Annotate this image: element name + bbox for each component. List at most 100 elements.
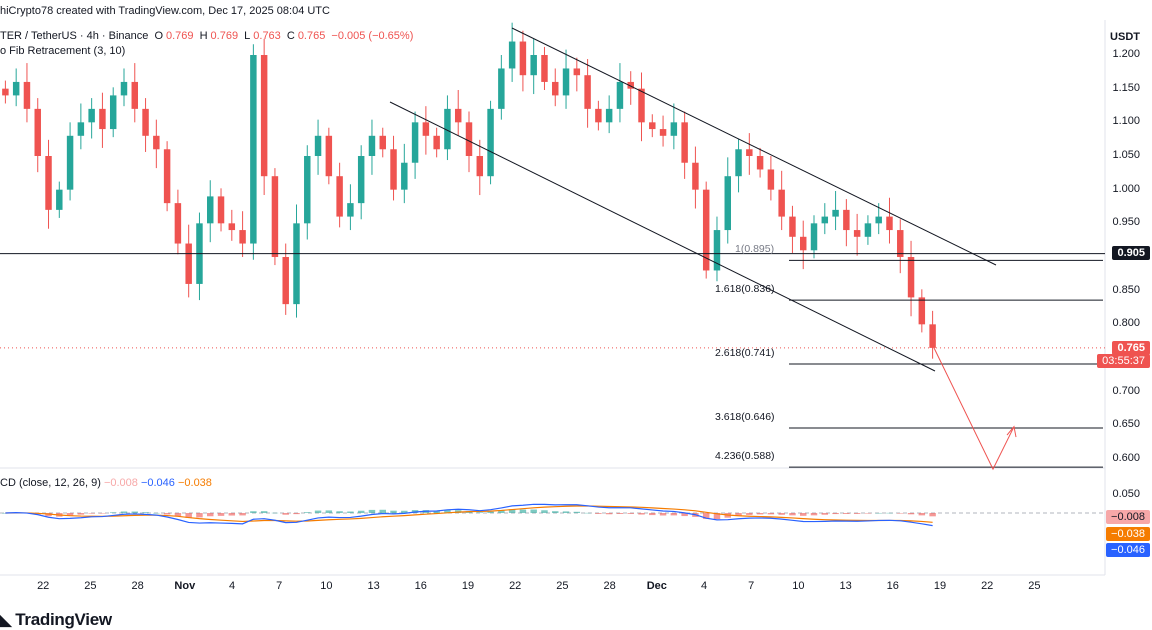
candle: [153, 135, 160, 150]
macd-hist-bar: [756, 513, 764, 515]
time-tick: 13: [839, 580, 852, 592]
macd-hist-bar: [357, 510, 365, 513]
macd-hist-bar: [778, 513, 785, 515]
macd-hist-bar: [735, 513, 742, 517]
macd-hist-bar: [573, 511, 581, 513]
indicator-label[interactable]: o Fib Retracement (3, 10): [0, 45, 126, 57]
macd-hist-bar: [875, 512, 882, 514]
candle: [228, 223, 236, 231]
time-tick: 4: [700, 580, 708, 592]
macd-hist-bar: [519, 509, 527, 513]
candle: [368, 135, 376, 156]
macd-hist-bar: [196, 513, 203, 518]
candle: [746, 149, 753, 156]
macd-hist-tag: −0.008: [1106, 510, 1150, 524]
close-value: 0.765: [297, 30, 326, 42]
time-tick: 25: [1028, 580, 1041, 592]
low-value: 0.763: [253, 30, 281, 42]
macd-hist-bar: [314, 510, 322, 513]
trend-lines: [0, 27, 1105, 471]
macd-hist-bar: [131, 511, 139, 513]
macd-hist-bar: [347, 511, 354, 513]
candle: [34, 108, 41, 156]
macd-hist-bar: [487, 511, 494, 513]
macd-hist-bar: [702, 513, 710, 519]
time-tick: 28: [131, 580, 144, 592]
candle: [185, 243, 192, 284]
macd-line-tag: −0.046: [1106, 543, 1150, 557]
time-tick: 13: [367, 580, 380, 592]
time-tick: 7: [748, 580, 755, 592]
macd-hist-bar: [897, 513, 904, 514]
macd-hist-bar: [907, 513, 915, 515]
projection-arrowhead: [1006, 425, 1017, 438]
candle: [907, 257, 915, 298]
macd-hist-bar: [584, 512, 591, 514]
candle: [260, 55, 268, 177]
candle: [886, 216, 893, 231]
ohlc-legend: TER / TetherUS · 4h · Binance O 0.769 H 0.…: [0, 30, 414, 42]
time-tick: 10: [792, 580, 805, 592]
time-tick: 16: [414, 580, 427, 592]
candle: [336, 176, 343, 217]
candle: [347, 203, 354, 217]
candle: [541, 55, 548, 82]
macd-hist-bar: [746, 513, 753, 515]
candle: [476, 156, 484, 177]
candle: [304, 156, 311, 224]
macd-hist-bar: [77, 513, 85, 515]
macd-tick: 0.050: [1112, 487, 1140, 500]
candle: [411, 122, 419, 163]
time-tick: 22: [37, 580, 50, 592]
channel-lower: [389, 101, 936, 372]
macd-hist-bar: [476, 512, 484, 513]
macd-hist-bar: [681, 513, 688, 517]
macd-hist-bar: [832, 513, 839, 515]
level-tag: 0.905: [1112, 246, 1150, 260]
macd-hist-bar: [401, 510, 408, 513]
candle: [832, 209, 839, 217]
candle: [562, 68, 570, 96]
macd-hist-bar: [293, 513, 300, 515]
price-tick: 0.600: [1112, 452, 1140, 464]
macd-hist-bar: [508, 509, 516, 513]
candle: [325, 135, 333, 177]
macd-hist-bar: [886, 512, 893, 514]
candle: [616, 81, 624, 109]
candle: [174, 203, 182, 244]
macd-hist-bar: [530, 509, 537, 513]
macd-hist-bar: [120, 511, 128, 513]
macd-hist-bar: [368, 509, 376, 513]
macd-legend[interactable]: CD (close, 12, 26, 9) −0.008 −0.046 −0.0…: [0, 477, 212, 489]
candle: [605, 108, 613, 123]
candle: [681, 122, 688, 163]
macd-hist-bar: [2, 513, 9, 514]
candle: [271, 176, 279, 257]
price-tick: 1.000: [1112, 182, 1140, 195]
candle: [401, 162, 408, 190]
macd-hist-bar: [713, 513, 721, 520]
candle: [799, 236, 807, 251]
fib-label: 1.618(0.836): [715, 283, 775, 296]
chart-credit: hiCrypto78 created with TradingView.com,…: [0, 5, 330, 17]
price-tick: 1.100: [1112, 115, 1140, 128]
candle: [142, 108, 149, 136]
candle: [508, 41, 516, 69]
candle: [88, 108, 95, 123]
macd-hist-bar: [864, 513, 872, 514]
candle: [638, 88, 645, 123]
candles: [2, 22, 936, 359]
macd-hist-bar: [616, 513, 624, 514]
macd-hist-bar: [789, 513, 796, 516]
candle: [357, 156, 365, 204]
symbol-label[interactable]: TER / TetherUS · 4h · Binance: [0, 30, 149, 42]
macd-hist-bar: [843, 513, 850, 514]
candle: [465, 122, 473, 156]
macd-hist-bar: [638, 513, 645, 515]
currency-label: USDT: [1110, 31, 1140, 43]
fib-label: 1(0.895): [735, 243, 775, 256]
candle: [250, 55, 257, 244]
candle: [23, 81, 31, 109]
candle: [207, 196, 214, 224]
